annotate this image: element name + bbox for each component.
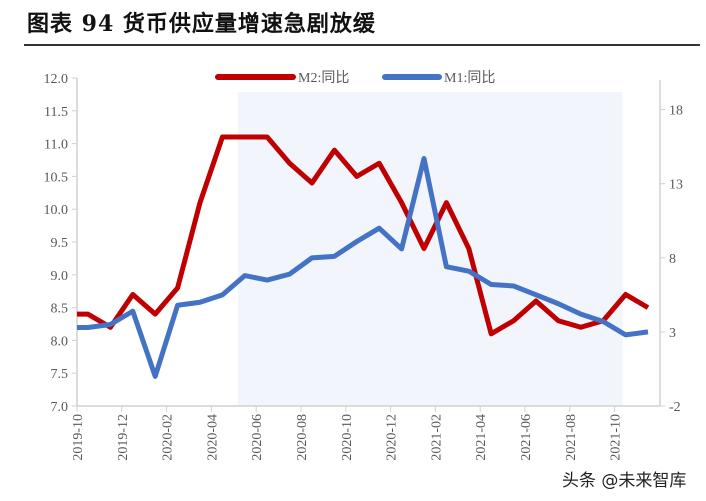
right-tick-label: 8 [669, 252, 676, 267]
left-tick-label: 10.0 [44, 203, 69, 218]
x-tick-label: 2021-06 [519, 414, 534, 461]
right-tick-label: 3 [669, 326, 676, 341]
title-divider [24, 44, 700, 46]
x-tick-label: 2021-02 [429, 414, 444, 461]
x-tick-label: 2020-08 [295, 414, 310, 461]
watermark: 头条 @未来智库 [562, 471, 687, 491]
x-tick-label: 2020-10 [340, 414, 355, 461]
x-tick-label: 2019-10 [71, 414, 86, 461]
x-tick-label: 2021-08 [564, 414, 579, 461]
right-tick-label: 13 [669, 178, 683, 193]
left-tick-label: 11.0 [44, 138, 68, 153]
left-tick-label: 7.0 [51, 400, 69, 415]
right-tick-label: -2 [669, 400, 681, 415]
shaded-region [237, 92, 623, 406]
x-tick-label: 2020-12 [385, 414, 400, 461]
left-tick-label: 9.5 [51, 236, 69, 251]
chart-title: 图表 94 货币供应量增速急剧放缓 [27, 11, 376, 37]
legend-label: M1:同比 [444, 70, 495, 86]
left-tick-label: 7.5 [51, 367, 69, 382]
legend-label: M2:同比 [298, 70, 349, 86]
left-tick-label: 9.0 [51, 269, 69, 284]
x-tick-label: 2020-04 [205, 414, 220, 461]
left-tick-label: 8.0 [51, 334, 69, 349]
left-tick-label: 8.5 [51, 302, 69, 317]
x-tick-label: 2020-06 [250, 414, 265, 461]
x-tick-label: 2019-12 [116, 414, 131, 461]
left-tick-label: 11.5 [44, 105, 68, 120]
right-tick-label: 18 [669, 104, 683, 119]
x-tick-label: 2021-04 [474, 414, 489, 461]
x-tick-label: 2020-02 [161, 414, 176, 461]
x-tick-label: 2021-10 [609, 414, 624, 461]
left-tick-label: 10.5 [44, 170, 69, 185]
left-tick-label: 12.0 [44, 72, 69, 87]
